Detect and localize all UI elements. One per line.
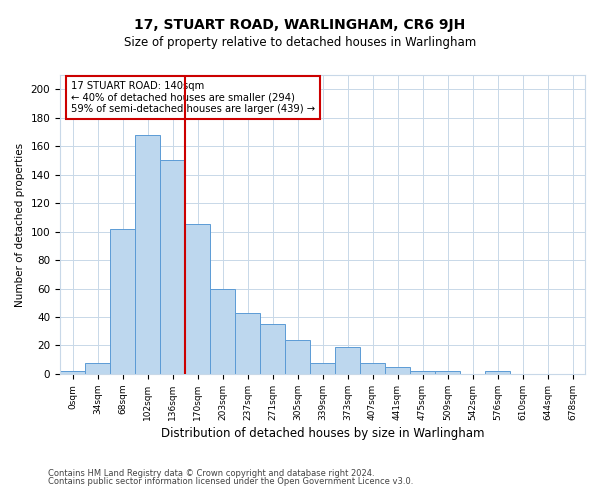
Bar bbox=[260, 324, 285, 374]
Bar bbox=[185, 224, 210, 374]
Bar bbox=[385, 367, 410, 374]
Text: 17, STUART ROAD, WARLINGHAM, CR6 9JH: 17, STUART ROAD, WARLINGHAM, CR6 9JH bbox=[134, 18, 466, 32]
Text: Size of property relative to detached houses in Warlingham: Size of property relative to detached ho… bbox=[124, 36, 476, 49]
Bar bbox=[435, 371, 460, 374]
Y-axis label: Number of detached properties: Number of detached properties bbox=[15, 142, 25, 306]
Bar bbox=[410, 371, 435, 374]
Bar bbox=[210, 288, 235, 374]
X-axis label: Distribution of detached houses by size in Warlingham: Distribution of detached houses by size … bbox=[161, 427, 484, 440]
Bar bbox=[110, 229, 135, 374]
Text: Contains HM Land Registry data © Crown copyright and database right 2024.: Contains HM Land Registry data © Crown c… bbox=[48, 468, 374, 477]
Bar bbox=[335, 347, 360, 374]
Text: Contains public sector information licensed under the Open Government Licence v3: Contains public sector information licen… bbox=[48, 477, 413, 486]
Bar bbox=[60, 371, 85, 374]
Text: 17 STUART ROAD: 140sqm
← 40% of detached houses are smaller (294)
59% of semi-de: 17 STUART ROAD: 140sqm ← 40% of detached… bbox=[71, 81, 314, 114]
Bar bbox=[310, 362, 335, 374]
Bar bbox=[85, 362, 110, 374]
Bar bbox=[285, 340, 310, 374]
Bar bbox=[360, 362, 385, 374]
Bar bbox=[235, 312, 260, 374]
Bar bbox=[160, 160, 185, 374]
Bar bbox=[485, 371, 510, 374]
Bar bbox=[135, 135, 160, 374]
